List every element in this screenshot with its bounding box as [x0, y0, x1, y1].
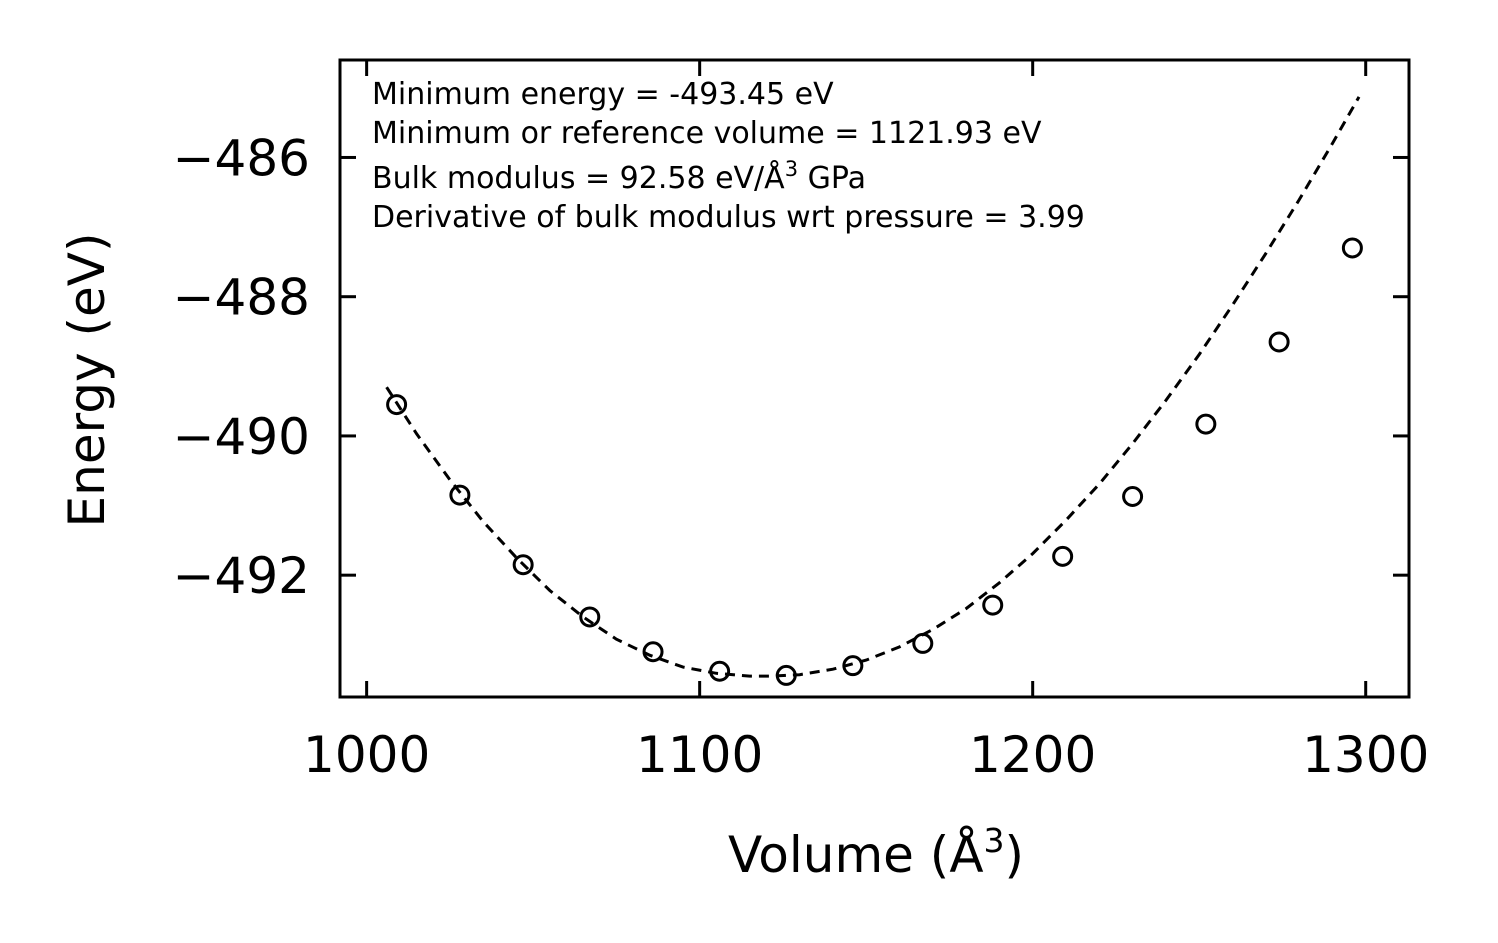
data-point	[982, 594, 1004, 616]
data-point	[512, 554, 534, 576]
x-axis-label-tail: )	[1005, 826, 1025, 884]
x-axis-label: Volume (Å3)	[728, 821, 1024, 884]
y-axis-ticks: −486 −488 −490 −492	[173, 129, 1409, 605]
data-point	[1195, 413, 1217, 435]
annotation-bulk-modulus-superscript: 3	[785, 157, 798, 181]
data-point	[775, 664, 797, 686]
x-tick-label: 1200	[969, 726, 1096, 784]
x-tick-label: 1300	[1302, 726, 1429, 784]
x-tick-label: 1100	[636, 726, 763, 784]
data-point	[386, 394, 408, 416]
annotation-bulk-modulus: Bulk modulus = 92.58 eV/Å3 GPa	[372, 157, 866, 196]
plot-frame	[338, 58, 1411, 699]
y-tick-label: −488	[173, 269, 310, 327]
annotation-min-energy: Minimum energy = -493.45 eV	[372, 77, 834, 112]
data-point	[1341, 237, 1363, 259]
data-point	[449, 484, 471, 506]
x-tick-label: 1000	[303, 726, 430, 784]
annotation-derivative: Derivative of bulk modulus wrt pressure …	[372, 200, 1085, 235]
y-tick-label: −492	[173, 547, 310, 605]
data-point	[1052, 545, 1074, 567]
data-point	[709, 660, 731, 682]
data-point	[912, 632, 934, 654]
fit-parameters-annotation: Minimum energy = -493.45 eV Minimum or r…	[372, 77, 1085, 235]
x-axis-ticks: 1000 1100 1200 1300	[303, 60, 1429, 784]
fit-curve-line	[385, 96, 1361, 678]
y-tick-label: −490	[173, 408, 310, 466]
data-point	[642, 641, 664, 663]
y-tick-label: −486	[173, 129, 310, 187]
annotation-bulk-modulus-unit: GPa	[798, 161, 866, 196]
data-point	[579, 606, 601, 628]
x-axis-label-superscript: 3	[984, 821, 1005, 860]
data-point	[842, 655, 864, 677]
annotation-min-volume: Minimum or reference volume = 1121.93 eV	[372, 116, 1042, 151]
y-axis-label: Energy (eV)	[58, 233, 116, 528]
data-points	[386, 237, 1363, 686]
data-point	[1268, 331, 1290, 353]
data-point	[1122, 486, 1144, 508]
